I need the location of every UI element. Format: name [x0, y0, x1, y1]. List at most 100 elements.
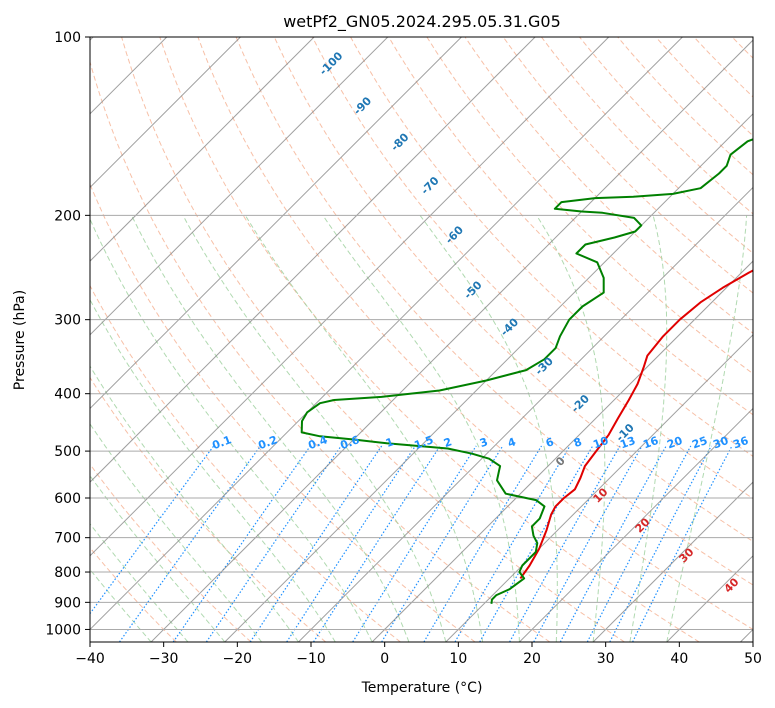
mixing-ratio-line [119, 445, 261, 642]
mixing-ratio-label: 10 [591, 434, 610, 452]
isotherm-line [90, 37, 462, 410]
mixing-ratio-line [172, 445, 311, 642]
y-tick-label: 500 [54, 444, 81, 460]
moist-adiabat-line [90, 474, 226, 642]
dry-adiabat-line [464, 37, 753, 334]
dry-adiabat-line [121, 37, 625, 642]
mixing-ratio-line [352, 445, 477, 642]
isotherm-line [90, 37, 389, 336]
y-tick-label: 1000 [45, 622, 81, 638]
y-tick-label: 200 [54, 208, 81, 224]
mixing-ratio-line [249, 445, 383, 642]
y-tick-label: 800 [54, 565, 81, 581]
y-tick-label: 700 [54, 531, 81, 547]
dry-adiabat-line [541, 37, 753, 254]
mixing-ratio-label: 6 [544, 435, 556, 450]
isotherm-line [445, 334, 753, 642]
x-tick-label: 50 [744, 651, 762, 667]
y-tick-label: 600 [54, 491, 81, 507]
dry-adiabat-line [197, 37, 753, 631]
moist-adiabat-line [90, 298, 336, 642]
plot-frame [89, 36, 754, 643]
y-tick-label: 900 [54, 595, 81, 611]
isotherm-line [224, 113, 753, 642]
dry-adiabat-line [90, 60, 551, 642]
mixing-ratio-line [533, 445, 643, 642]
isotherm-line [150, 39, 753, 642]
dry-adiabat-line [579, 37, 753, 215]
moist-adiabat-line [90, 422, 262, 642]
mixing-ratio-label: 2 [442, 435, 454, 450]
mixing-ratio-line [286, 445, 416, 642]
x-tick-label: 10 [449, 651, 467, 667]
mixing-ratio-lines [90, 445, 733, 642]
isotherm-line [90, 37, 315, 262]
mixing-ratio-label: 13 [618, 434, 637, 451]
x-tick-label: −30 [149, 651, 179, 667]
mixing-ratio-label: 30 [711, 434, 730, 452]
moist-adiabat-line [322, 215, 520, 642]
mixing-ratio-label: 16 [641, 434, 660, 452]
plot-area [90, 37, 753, 642]
isotherm-line [90, 37, 536, 483]
mixing-ratio-label: 0.2 [256, 433, 279, 452]
moist-adiabat-line [244, 215, 484, 642]
isotherm-line [90, 37, 241, 189]
y-tick-label: 300 [54, 313, 81, 329]
axes: −40 −30 −20 −10 0 10 20 30 40 5010020030040050060… [45, 30, 762, 667]
moist-adiabat-line [90, 217, 373, 642]
temperature-profile-line [519, 269, 753, 579]
moist-adiabats [90, 215, 748, 642]
dewpoint-profile-line [300, 138, 753, 604]
mixing-ratio-line [632, 445, 733, 642]
mixing-ratio-label: 4 [506, 435, 518, 450]
mixing-ratio-line [312, 445, 441, 642]
x-tick-label: 40 [670, 651, 688, 667]
x-tick-label: −10 [296, 651, 326, 667]
dry-adiabat-line [273, 37, 753, 542]
moist-adiabat-line [629, 215, 668, 642]
x-tick-label: −20 [223, 651, 253, 667]
dry-adiabat-line [159, 37, 700, 642]
y-axis-label: Pressure (hPa) [12, 290, 28, 390]
x-tick-label: −40 [75, 651, 105, 667]
mixing-ratio-label: 25 [690, 434, 709, 451]
moist-adiabat-line [90, 365, 299, 642]
mixing-ratio-line [205, 445, 342, 642]
isotherm-line [298, 186, 753, 642]
mixing-ratio-label: 0.4 [306, 433, 329, 452]
dry-adiabat-line [235, 37, 753, 586]
mixing-ratio-label: 8 [572, 435, 584, 450]
dry-adiabat-line [90, 182, 476, 642]
x-tick-label: 0 [380, 651, 389, 667]
mixing-ratio-label: 36 [731, 434, 750, 452]
isotherm-line [592, 481, 753, 642]
mixing-ratio-line [454, 445, 571, 642]
moist-adiabat-line [666, 215, 748, 642]
x-tick-label: 30 [597, 651, 615, 667]
isotherm-line [90, 37, 610, 557]
mixing-ratio-label: 0.1 [210, 433, 233, 452]
mixing-ratio-label: 20 [665, 434, 684, 452]
dry-adiabat-line [426, 37, 753, 375]
isotherm-line [519, 407, 753, 642]
x-axis-label: Temperature (°C) [361, 680, 483, 696]
mixing-ratio-line [423, 445, 543, 642]
isotherms [90, 37, 753, 642]
mixing-ratio-label: 1 [384, 435, 396, 450]
y-tick-label: 400 [54, 387, 81, 403]
dry-adiabat-line [388, 37, 753, 416]
x-tick-label: 20 [523, 651, 541, 667]
dry-adiabat-line [90, 376, 327, 642]
isotherm-line [371, 260, 753, 642]
y-tick-label: 100 [54, 30, 81, 46]
mixing-ratio-line [479, 445, 594, 642]
isotherm-line [90, 37, 683, 631]
moist-adiabat-line [182, 215, 447, 642]
mixing-ratio-label: 3 [478, 435, 490, 450]
chart-title: wetPf2_GN05.2024.295.05.31.G05 [283, 12, 561, 32]
mixing-ratio-label: 1.5 [412, 433, 435, 452]
mixing-ratio-label: 0.6 [338, 433, 361, 452]
